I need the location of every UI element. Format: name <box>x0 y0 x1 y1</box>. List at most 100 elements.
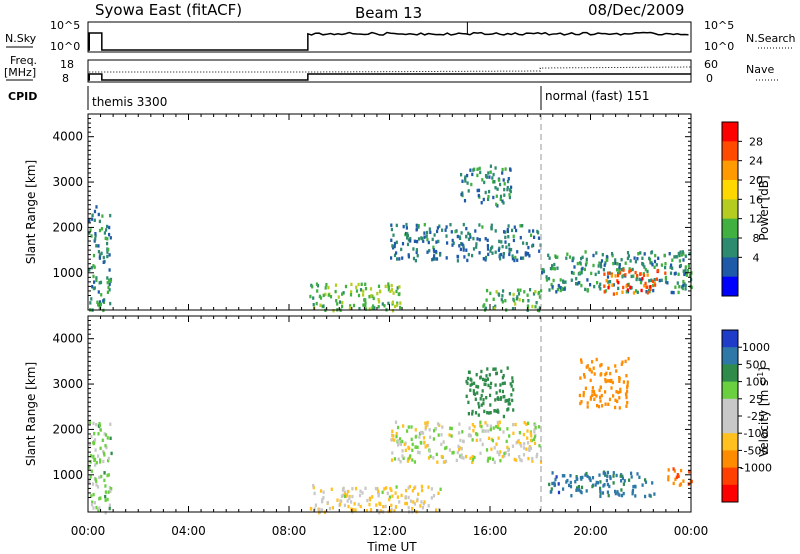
velocity-echo-cell <box>486 423 489 428</box>
power-echo-cell <box>414 259 417 263</box>
power-echo-cell <box>545 275 548 279</box>
velocity-echo-cell <box>511 444 515 448</box>
velocity-echo-cell <box>407 457 410 461</box>
velocity-echo-cell <box>108 506 111 511</box>
velocity-echo-cell <box>526 429 529 433</box>
power-echo-cell <box>614 261 617 265</box>
power-echo-cell <box>678 259 681 263</box>
power-echo-cell <box>392 291 395 295</box>
power-echo-cell <box>629 259 632 263</box>
velocity-echo-layer <box>88 357 693 515</box>
velocity-echo-cell <box>585 365 588 369</box>
power-echo-cell <box>499 194 503 199</box>
velocity-echo-cell <box>347 489 350 494</box>
scale-color-step <box>722 484 738 503</box>
power-echo-cell <box>617 286 620 291</box>
power-echo-cell <box>684 283 687 288</box>
power-echo-cell <box>576 261 579 266</box>
velocity-echo-cell <box>106 473 109 478</box>
velocity-echo-cell <box>527 456 530 461</box>
power-echo-cell <box>467 237 471 241</box>
velocity-echo-cell <box>395 431 398 436</box>
power-color-scale: 28 24 20 16 12 8 4 <box>721 121 763 297</box>
power-echo-cell <box>362 289 365 293</box>
time-tick-label: 16:00 <box>473 524 508 538</box>
power-echo-cell <box>377 305 380 309</box>
velocity-echo-cell <box>430 487 433 491</box>
velocity-echo-cell <box>392 434 395 438</box>
velocity-echo-cell <box>405 488 408 493</box>
velocity-echo-cell <box>424 445 427 449</box>
velocity-echo-cell <box>601 404 604 408</box>
power-echo-cell <box>657 256 660 260</box>
power-echo-cell <box>629 268 632 273</box>
velocity-echo-cell <box>98 497 101 501</box>
velocity-echo-cell <box>106 497 109 502</box>
power-echo-cell <box>102 255 105 260</box>
power-echo-cell <box>555 290 558 294</box>
power-echo-cell <box>428 227 431 231</box>
velocity-echo-cell <box>625 404 628 408</box>
power-echo-cell <box>650 278 653 282</box>
scale-color-step <box>722 141 738 162</box>
velocity-echo-cell <box>600 393 603 398</box>
power-echo-cell <box>599 261 602 266</box>
power-echo-cell <box>460 173 463 177</box>
scale-color-step <box>722 218 738 239</box>
power-echo-cell <box>679 263 682 268</box>
power-echo-cell <box>329 295 333 299</box>
power-echo-cell <box>488 175 491 179</box>
power-echo-cell <box>600 259 604 263</box>
velocity-echo-cell <box>469 388 472 392</box>
velocity-echo-cell <box>343 503 346 508</box>
velocity-echo-cell <box>588 367 591 371</box>
nsky-panel <box>87 21 692 53</box>
velocity-echo-cell <box>395 505 398 509</box>
velocity-echo-cell <box>477 401 480 406</box>
velocity-echo-cell <box>593 392 596 397</box>
velocity-echo-cell <box>674 477 677 482</box>
velocity-echo-cell <box>579 489 582 494</box>
velocity-echo-cell <box>621 476 624 480</box>
velocity-echo-cell <box>680 468 683 473</box>
velocity-echo-cell <box>493 460 496 464</box>
velocity-echo-cell <box>688 470 691 474</box>
time-tick-label: 20:00 <box>573 524 608 538</box>
power-echo-cell <box>514 302 517 306</box>
power-echo-cell <box>426 237 429 242</box>
velocity-echo-cell <box>92 455 95 459</box>
velocity-echo-cell <box>592 389 596 394</box>
velocity-echo-cell <box>354 486 358 491</box>
velocity-echo-cell <box>407 486 410 490</box>
velocity-echo-cell <box>377 509 380 513</box>
power-echo-cell <box>412 247 415 251</box>
velocity-echo-cell <box>455 458 458 463</box>
power-echo-cell <box>106 237 109 241</box>
power-echo-cell <box>653 278 656 282</box>
power-echo-cell <box>405 222 408 227</box>
velocity-echo-cell <box>432 456 435 460</box>
power-echo-cell <box>618 263 621 267</box>
power-echo-cell <box>493 180 496 184</box>
velocity-echo-cell <box>435 452 438 457</box>
velocity-echo-cell <box>577 485 580 489</box>
velocity-echo-cell <box>312 485 315 490</box>
power-echo-cell <box>337 295 340 299</box>
velocity-echo-cell <box>614 364 617 368</box>
velocity-echo-cell <box>396 439 399 443</box>
power-echo-cell <box>89 228 92 232</box>
power-echo-cell <box>625 290 628 294</box>
power-echo-cell <box>568 255 572 259</box>
velocity-echo-cell <box>488 456 492 460</box>
velocity-echo-cell <box>109 436 112 440</box>
scale-color-step <box>722 347 738 365</box>
velocity-echo-cell <box>489 403 492 407</box>
scale-color-step <box>722 180 738 200</box>
velocity-echo-cell <box>457 444 460 449</box>
velocity-echo-cell <box>519 458 522 462</box>
velocity-echo-cell <box>440 442 443 447</box>
power-echo-cell <box>617 273 620 278</box>
power-echo-cell <box>494 250 497 254</box>
velocity-echo-cell <box>624 359 627 364</box>
velocity-echo-cell <box>487 456 490 461</box>
